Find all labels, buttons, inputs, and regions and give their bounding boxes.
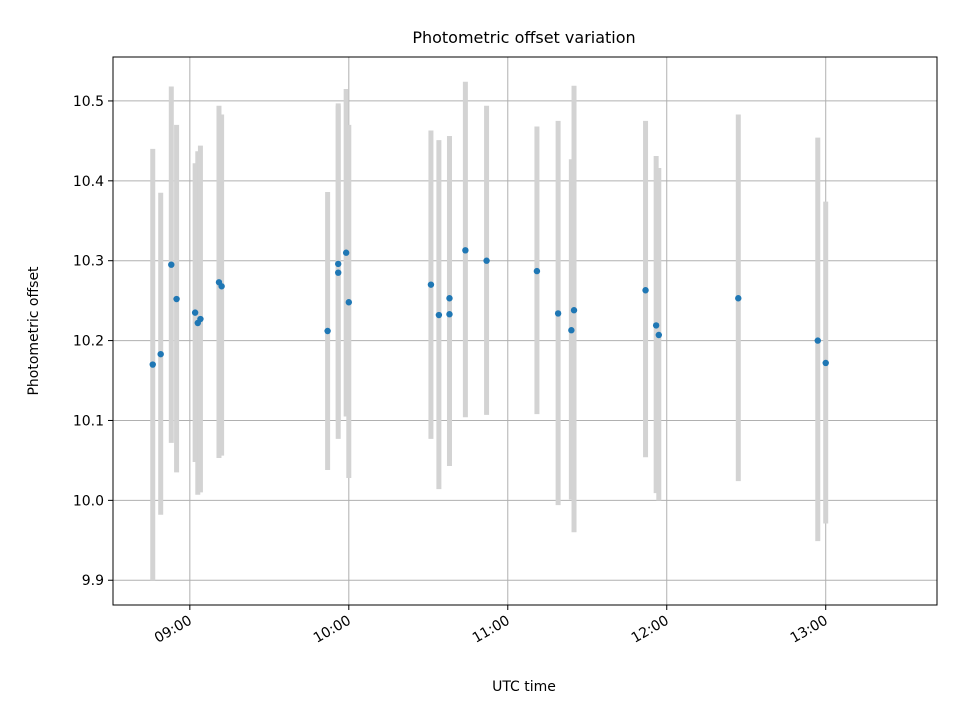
data-point <box>342 249 350 256</box>
data-point <box>652 322 660 329</box>
data-point <box>814 337 821 344</box>
data-point <box>570 307 578 314</box>
data-point <box>446 311 453 318</box>
y-tick-label: 10.0 <box>73 493 104 509</box>
data-point <box>655 331 663 339</box>
data-point <box>149 361 156 368</box>
y-tick-label: 10.4 <box>73 174 104 190</box>
data-point <box>173 295 180 303</box>
y-axis-label: Photometric offset <box>26 266 42 396</box>
data-point <box>435 311 443 319</box>
data-point <box>568 327 575 334</box>
y-tick-label: 9.9 <box>82 573 104 589</box>
data-point <box>483 257 490 264</box>
data-point <box>533 267 541 275</box>
data-point <box>168 261 175 268</box>
data-point <box>191 309 199 316</box>
data-point <box>822 359 829 367</box>
data-point <box>345 299 353 306</box>
y-tick-label: 10.1 <box>73 413 104 429</box>
data-points <box>149 247 829 368</box>
data-point <box>157 350 164 358</box>
data-point <box>735 295 742 302</box>
data-point <box>446 295 453 302</box>
data-point <box>335 260 342 268</box>
data-point <box>197 315 204 323</box>
data-point <box>218 283 225 290</box>
data-point <box>642 287 649 294</box>
data-point <box>335 269 342 276</box>
y-axis: 9.9 10.0 10.1 10.2 10.3 10.4 10.5 <box>73 94 113 589</box>
plot-frame <box>112 56 938 606</box>
data-point <box>554 310 562 317</box>
chart-title: Photometric offset variation <box>412 28 635 47</box>
y-tick-label: 10.5 <box>73 94 104 110</box>
y-tick-label: 10.2 <box>73 334 104 350</box>
data-point <box>324 327 331 335</box>
data-point <box>462 247 469 254</box>
data-point <box>427 281 435 288</box>
x-axis-label: UTC time <box>492 679 556 695</box>
y-tick-label: 10.3 <box>73 254 104 270</box>
